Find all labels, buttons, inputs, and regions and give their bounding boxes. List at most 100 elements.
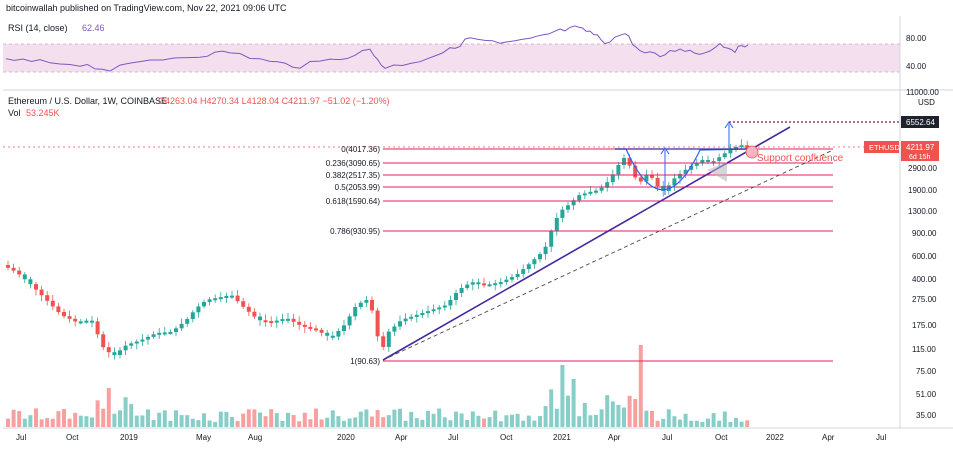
cup-pattern[interactable] [615, 148, 750, 191]
fib-retracement[interactable]: 0(4017.36) 0.236(3090.65) 0.382(2517.35)… [326, 145, 833, 366]
candle [106, 347, 111, 353]
candle [437, 307, 442, 310]
volume-bar [470, 411, 475, 427]
volume-bar [224, 411, 229, 427]
candle [56, 306, 61, 312]
volume-bar [700, 421, 705, 427]
volume-bar [347, 418, 352, 427]
volume-bar [392, 409, 397, 427]
time-axis-ticks: Jul Oct 2019 May Aug 2020 Apr Jul Oct 20… [16, 433, 886, 442]
candle [465, 284, 470, 289]
volume-bar [386, 415, 391, 427]
volume-bar [302, 412, 307, 427]
candle [577, 195, 582, 201]
price-tick-115: 115.00 [912, 345, 936, 354]
candle [112, 352, 117, 355]
candle [571, 200, 576, 206]
candle [560, 209, 565, 218]
volume-bar [319, 419, 324, 427]
fib-label-1: 1(90.63) [350, 357, 380, 366]
volume-bar [554, 408, 559, 427]
volume-bar [370, 416, 374, 427]
volume-bar [510, 414, 514, 427]
volume-bar [678, 419, 682, 427]
candle [314, 328, 318, 331]
candle [582, 193, 587, 196]
volume-bar [588, 415, 593, 427]
volume-bar [129, 404, 134, 427]
candle [566, 205, 570, 210]
candle [174, 328, 178, 333]
fib-label-0618: 0.618(1590.64) [326, 197, 381, 206]
candle [190, 312, 195, 320]
volume-bar [426, 410, 430, 427]
candle [683, 169, 688, 174]
candle [482, 283, 486, 286]
volume-bars [6, 345, 750, 427]
volume-bar [274, 413, 279, 427]
time-tick-may: May [196, 433, 211, 442]
symbol-title: Ethereum / U.S. Dollar, 1W, COINBASE [8, 96, 167, 106]
symbol-badge-text: ETHUSD [869, 143, 900, 152]
candle [286, 318, 290, 321]
ohlc-values: O4263.04 H4270.34 L4128.04 C4211.97 −51.… [158, 96, 390, 106]
price-tick-600: 600.00 [912, 252, 937, 261]
time-tick-jul-2020: Jul [448, 433, 458, 442]
volume-bar [73, 412, 78, 427]
fib-label-0236: 0.236(3090.65) [326, 159, 381, 168]
candle [123, 345, 128, 351]
candle [95, 321, 100, 335]
volume-bar [582, 402, 587, 427]
volume-bar [28, 415, 33, 427]
candle [179, 323, 184, 329]
candle [235, 295, 240, 302]
candle [370, 300, 374, 311]
candle [134, 341, 139, 344]
volume-bar [442, 417, 447, 427]
volume-bar [381, 417, 386, 427]
volume-bar [358, 411, 363, 427]
candle [274, 320, 279, 323]
candle [526, 264, 531, 270]
rsi-band [3, 44, 900, 72]
volume-bar [538, 415, 542, 427]
volume-bar [213, 421, 218, 427]
volume-bar [599, 409, 604, 427]
volume-bar [521, 420, 526, 427]
candle [39, 289, 44, 296]
long-term-support-line[interactable] [382, 149, 834, 361]
volume-bar [146, 409, 150, 427]
candle [129, 343, 134, 346]
time-tick-2020: 2020 [337, 433, 355, 442]
volume-bar [616, 404, 621, 427]
candle [258, 316, 262, 321]
volume-bar [409, 411, 414, 427]
volume-bar [487, 417, 492, 427]
time-tick-oct: Oct [66, 433, 79, 442]
volume-bar [269, 409, 274, 427]
candle [302, 324, 307, 327]
candle [599, 187, 604, 191]
candle [230, 295, 234, 298]
time-tick-apr-2022: Apr [822, 433, 835, 442]
candle [538, 254, 542, 260]
volume-bar [11, 409, 16, 427]
confluence-marker[interactable] [745, 145, 759, 159]
volume-bar [162, 410, 167, 427]
volume-bar [459, 413, 464, 427]
volume-bar [728, 421, 733, 427]
volume-bar [22, 418, 27, 427]
volume-bar [493, 410, 498, 427]
rsi-line [5, 25, 749, 72]
volume-bar [661, 418, 666, 427]
candle [689, 165, 694, 170]
candle [678, 173, 682, 179]
candle [487, 284, 492, 287]
volume-bar [258, 412, 262, 427]
time-tick-jul-2021: Jul [662, 433, 672, 442]
price-candles [6, 139, 750, 360]
candle [442, 305, 447, 308]
candle [728, 149, 733, 154]
volume-bar [78, 415, 83, 427]
